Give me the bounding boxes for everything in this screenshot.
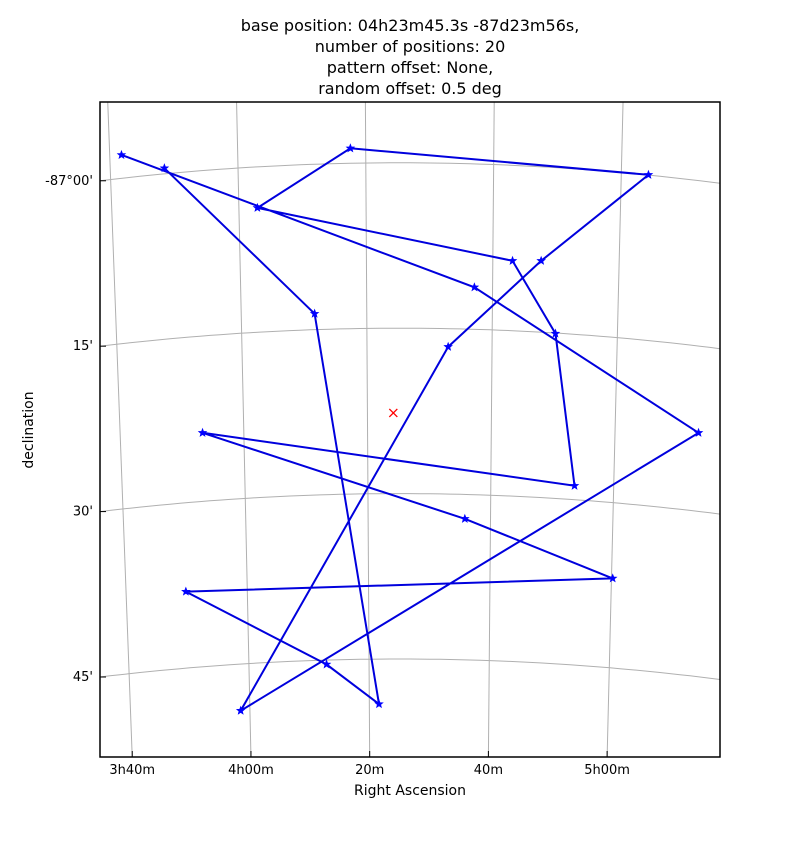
x-tick-label: 3h40m [109, 763, 155, 778]
ra-grid-line [236, 102, 252, 757]
ra-grid-line [606, 102, 624, 757]
pointing-marker [569, 480, 580, 490]
pointing-marker [607, 573, 618, 583]
x-tick-label: 5h00m [584, 763, 630, 778]
x-tick-label: 40m [474, 763, 503, 778]
dec-grid-line [100, 327, 720, 350]
pointing-marker [309, 308, 320, 318]
chart-title-line: base position: 04h23m45.3s -87d23m56s, [241, 16, 580, 35]
y-tick-label: 15' [73, 339, 93, 354]
ra-grid-line [726, 100, 752, 757]
ra-grid-line [0, 100, 14, 757]
ra-grid-line [107, 102, 133, 757]
pointing-marker [443, 341, 453, 351]
y-tick-label: 30' [73, 505, 93, 520]
base-marker-stroke [388, 408, 398, 418]
pointing-marker [345, 143, 356, 153]
pointing-marker [374, 699, 384, 709]
pointing-marker [116, 149, 127, 160]
pointing-marker [159, 163, 170, 173]
chart-title-line: number of positions: 20 [315, 37, 506, 56]
pointing-marker [507, 255, 518, 265]
base-position-marker [388, 408, 398, 418]
x-tick-label: 20m [355, 763, 384, 778]
chart-title-line: random offset: 0.5 deg [318, 79, 502, 98]
pointing-marker [252, 202, 263, 212]
coordinate-grid [0, 100, 752, 757]
y-axis-ticks: -87°00' 15' 30' 45' [45, 174, 106, 685]
x-tick-label: 4h00m [228, 763, 274, 778]
ra-grid-line [487, 102, 495, 757]
plot-area [100, 102, 720, 757]
pointing-marker [321, 659, 332, 669]
y-tick-label: -87°00' [45, 174, 93, 189]
pointing-path [116, 143, 704, 715]
pointing-marker [181, 586, 191, 596]
chart-title: base position: 04h23m45.3s -87d23m56s, nu… [241, 16, 580, 98]
dec-grid-line [100, 493, 720, 515]
pointing-marker [536, 255, 546, 265]
pointing-marker [197, 427, 208, 437]
pointing-marker [643, 169, 654, 179]
dec-grid-line [100, 658, 720, 681]
pointing-marker [460, 513, 470, 523]
pointing-marker [693, 427, 704, 437]
y-tick-label: 45' [73, 670, 93, 685]
plot-frame [99, 101, 721, 758]
pointing-marker [235, 705, 246, 715]
series-line [121, 147, 701, 714]
pointing-marker [469, 282, 480, 292]
x-axis-ticks: 3h40m 4h00m 20m 40m 5h00m [109, 751, 630, 778]
y-axis-label: declination [21, 391, 37, 468]
pointing-marker [550, 328, 561, 338]
x-axis-label: Right Ascension [354, 783, 466, 799]
chart-title-line: pattern offset: None, [327, 58, 493, 77]
